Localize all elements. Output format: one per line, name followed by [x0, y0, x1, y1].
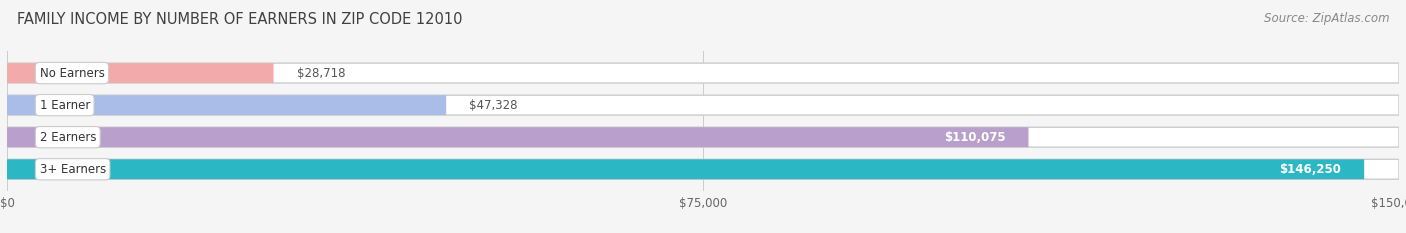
FancyBboxPatch shape — [7, 127, 1399, 147]
Text: $28,718: $28,718 — [297, 67, 346, 79]
FancyBboxPatch shape — [7, 63, 1399, 83]
Text: No Earners: No Earners — [39, 67, 104, 79]
Text: 1 Earner: 1 Earner — [39, 99, 90, 112]
FancyBboxPatch shape — [7, 159, 1399, 179]
FancyBboxPatch shape — [7, 159, 1364, 179]
FancyBboxPatch shape — [7, 95, 1399, 115]
FancyBboxPatch shape — [7, 63, 274, 83]
Text: Source: ZipAtlas.com: Source: ZipAtlas.com — [1264, 12, 1389, 25]
Text: 3+ Earners: 3+ Earners — [39, 163, 105, 176]
Text: 2 Earners: 2 Earners — [39, 131, 96, 144]
Text: $110,075: $110,075 — [943, 131, 1005, 144]
Text: $146,250: $146,250 — [1279, 163, 1341, 176]
Text: FAMILY INCOME BY NUMBER OF EARNERS IN ZIP CODE 12010: FAMILY INCOME BY NUMBER OF EARNERS IN ZI… — [17, 12, 463, 27]
FancyBboxPatch shape — [7, 95, 446, 115]
FancyBboxPatch shape — [7, 127, 1028, 147]
Text: $47,328: $47,328 — [470, 99, 517, 112]
